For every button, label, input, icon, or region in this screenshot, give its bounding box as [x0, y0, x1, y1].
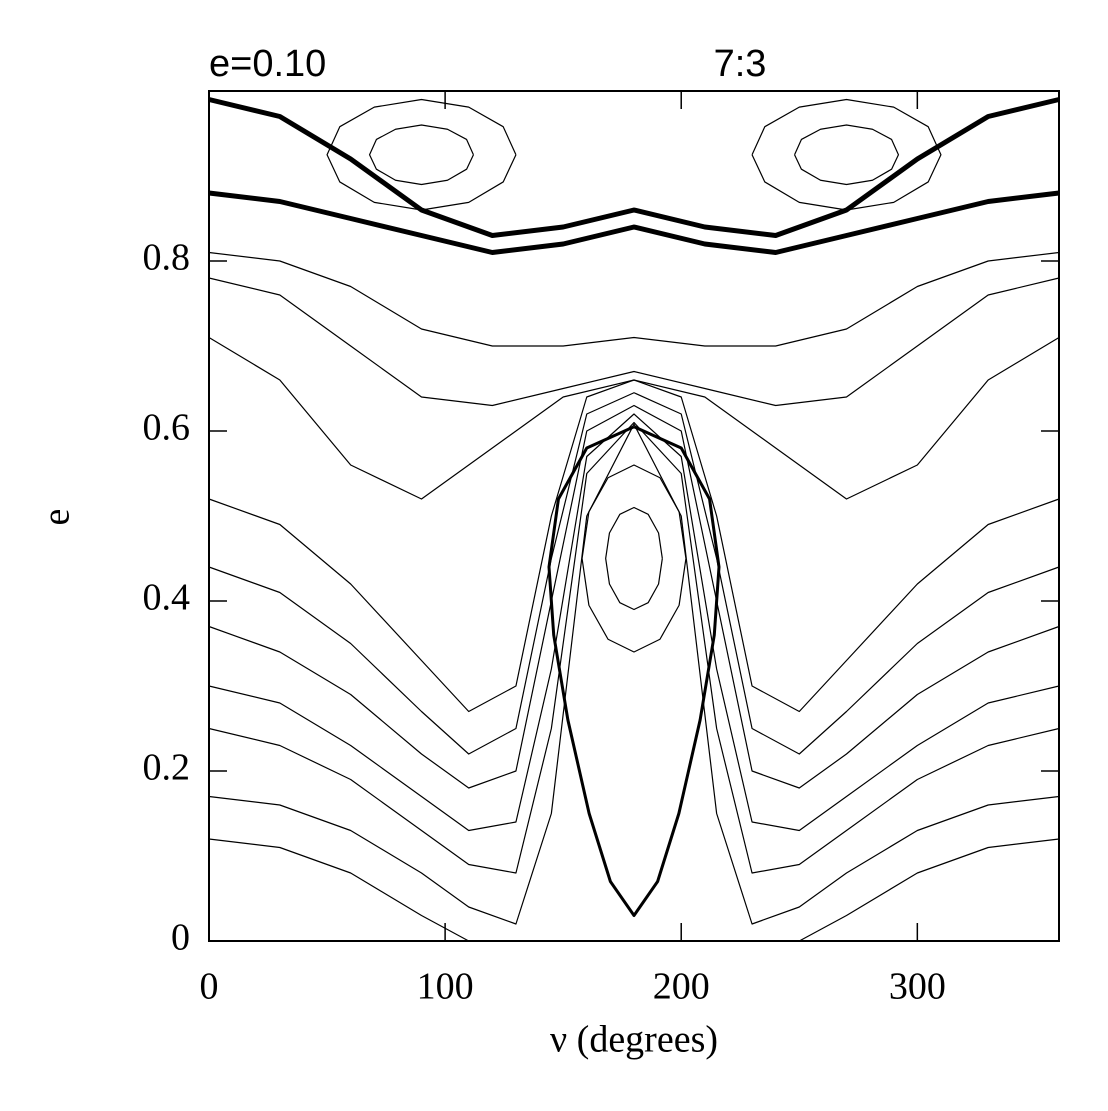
contour-line	[208, 251, 1060, 347]
x-tick-label: 200	[653, 966, 710, 1008]
contour-line	[208, 838, 470, 942]
contour-line	[208, 379, 1060, 713]
y-tick-label: 0.2	[143, 747, 191, 789]
contour-line	[547, 425, 721, 917]
y-tick-label: 0.4	[143, 577, 191, 619]
y-tick-label: 0	[171, 917, 190, 959]
contour-line	[326, 98, 517, 211]
contour-line	[368, 124, 474, 186]
x-tick-label: 300	[889, 966, 946, 1008]
y-tick-label: 0.8	[143, 237, 191, 279]
plot-frame	[208, 90, 1060, 942]
contour-line	[208, 421, 1060, 874]
contour-line	[208, 392, 1060, 755]
contour-line	[581, 464, 687, 653]
chart-subtitle: 7:3	[714, 43, 767, 85]
contour-line	[751, 98, 942, 211]
contour-line	[798, 838, 1060, 942]
x-axis-label: ν (degrees)	[550, 1019, 718, 1061]
contour-line	[605, 506, 663, 611]
contour-line	[208, 190, 1060, 255]
chart-title: e=0.10	[209, 43, 326, 85]
contour-line	[208, 336, 1060, 500]
contour-line	[208, 97, 1060, 238]
contour-line	[208, 413, 1060, 832]
x-tick-label: 100	[417, 966, 474, 1008]
x-tick-label: 0	[200, 966, 219, 1008]
contour-line	[208, 404, 1060, 789]
y-axis-label: e	[36, 509, 78, 526]
y-tick-label: 0.6	[143, 407, 191, 449]
contour-line	[208, 423, 1060, 925]
contour-line	[794, 124, 900, 186]
contour-line	[208, 277, 1060, 407]
